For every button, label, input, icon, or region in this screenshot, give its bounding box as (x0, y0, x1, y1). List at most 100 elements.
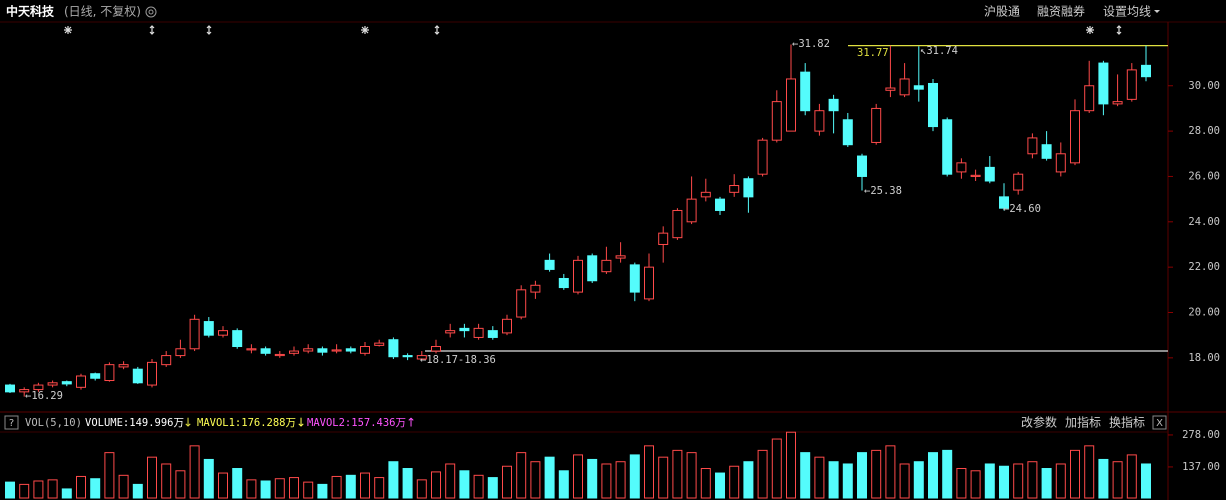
volume-bar (445, 463, 456, 499)
price-annotation: ←31.82 (792, 38, 830, 50)
volume-bar (970, 470, 981, 499)
event-marker (1116, 25, 1122, 35)
candle-body (587, 255, 598, 282)
volume-bar (587, 458, 598, 499)
candle-body (1027, 137, 1038, 155)
volume-bar (956, 468, 967, 499)
candle-body (913, 85, 924, 90)
candle-body (459, 327, 470, 332)
volume-bar (601, 463, 612, 499)
candle-body (345, 348, 356, 352)
volume-bar (814, 456, 825, 499)
candle-body (686, 198, 697, 223)
volume-bar (842, 463, 853, 499)
volume-bar (644, 445, 654, 499)
stock-name: 中天科技 (6, 4, 55, 19)
volume-bar (47, 479, 58, 499)
volume-bar (147, 456, 157, 499)
candle-body (757, 139, 768, 175)
volume-bar (672, 449, 683, 499)
volume-bar (90, 478, 101, 499)
header-link[interactable]: 设置均线 (1103, 5, 1151, 19)
volume-bar (828, 461, 839, 499)
volume-bar (715, 472, 725, 499)
candle-body (743, 178, 754, 198)
y-tick-label: 20.00 (1188, 307, 1220, 319)
event-marker (1086, 26, 1094, 34)
volume-bar (331, 475, 342, 499)
legend-value: MAVOL2:157.436万 (307, 417, 406, 429)
candle-body (885, 87, 896, 91)
toolbar-button[interactable]: 加指标 (1065, 415, 1101, 430)
y-tick-label: 30.00 (1188, 80, 1220, 92)
event-marker (361, 26, 369, 34)
volume-bar (175, 470, 186, 499)
volume-bar (161, 463, 172, 499)
help-button[interactable] (4, 415, 19, 430)
candle-body (473, 327, 484, 338)
volume-bar (984, 463, 995, 499)
candle-body (61, 381, 72, 385)
candle-body (1013, 173, 1024, 191)
candle-body (246, 348, 257, 351)
volume-bar (899, 463, 910, 499)
volume-bar (686, 452, 697, 499)
candle-body (1141, 64, 1151, 78)
volume-bar (530, 461, 541, 499)
volume-bar (871, 449, 882, 499)
candle-body (672, 209, 683, 239)
dropdown-caret (1154, 10, 1160, 13)
volume-bar (700, 468, 711, 499)
volume-bar (999, 465, 1009, 499)
candle-body (729, 185, 740, 193)
volume-bar (360, 472, 370, 499)
candle-body (374, 342, 385, 346)
reference-label: 31.77 (857, 47, 889, 59)
volume-bar (388, 461, 399, 499)
settings-icon[interactable] (145, 6, 157, 18)
candle-body (445, 330, 456, 334)
volume-bar (473, 474, 484, 499)
candle-body (715, 198, 725, 211)
volume-bar (218, 472, 228, 499)
toolbar-button[interactable]: 改参数 (1021, 415, 1057, 430)
indicator-name: VOL(5,10) (25, 417, 82, 429)
candle-body (76, 375, 86, 388)
candle-body (800, 71, 811, 112)
candle-body (1084, 85, 1095, 112)
help-label: ? (9, 418, 14, 429)
volume-bar (1070, 449, 1080, 499)
legend-value: MAVOL1:176.288万 (197, 417, 296, 429)
volume-bar (771, 438, 782, 499)
candle-body (1098, 62, 1109, 105)
candle-body (33, 384, 44, 391)
volume-bar (189, 445, 200, 499)
candle-body (928, 82, 938, 128)
volume-bar (232, 468, 243, 499)
candle-body (203, 321, 214, 336)
volume-bar (33, 480, 44, 499)
legend-value: VOLUME:149.996万 (85, 417, 184, 429)
volume-bar (246, 479, 257, 499)
candle-body (331, 349, 342, 352)
header-link[interactable]: 沪股通 (984, 5, 1020, 19)
volume-bar (1013, 463, 1024, 499)
candle-body (899, 78, 910, 96)
header-link[interactable]: 融资融券 (1037, 4, 1085, 19)
candle-body (544, 259, 555, 270)
toolbar-button[interactable]: 换指标 (1109, 415, 1145, 430)
volume-bar (800, 452, 811, 499)
candle-body (502, 318, 512, 334)
volume-bar (857, 452, 867, 499)
volume-bar (416, 479, 427, 499)
candle-body (175, 348, 186, 357)
candle-body (942, 119, 953, 175)
close-button[interactable] (1152, 415, 1167, 430)
y-tick-label: 22.00 (1188, 261, 1220, 273)
volume-bar (203, 458, 214, 499)
candle-body (970, 174, 981, 177)
candle-body (90, 373, 101, 379)
candle-body (5, 384, 15, 393)
